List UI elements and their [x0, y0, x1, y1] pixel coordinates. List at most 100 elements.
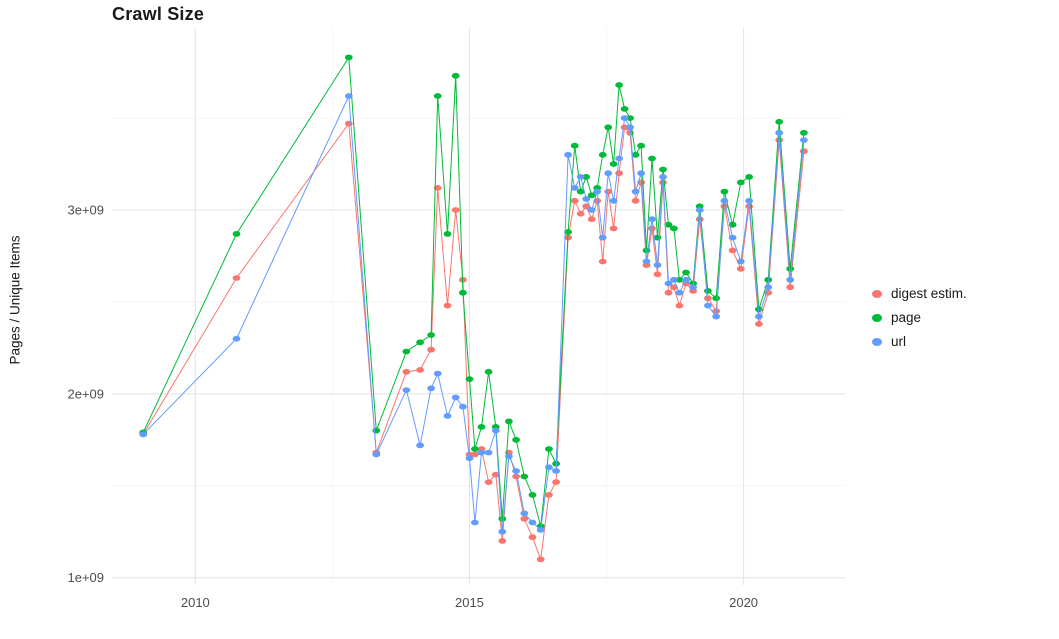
data-point [736, 179, 745, 186]
data-point [648, 225, 656, 232]
data-point [775, 129, 784, 136]
data-point [552, 479, 560, 485]
data-point [626, 124, 634, 131]
legend: digest estim. page url [872, 286, 967, 349]
legend-label-digest: digest estim. [891, 286, 967, 301]
data-point [528, 492, 537, 498]
data-point [775, 118, 784, 125]
data-point [704, 288, 712, 294]
data-point [443, 231, 452, 237]
data-point [505, 418, 513, 425]
legend-key-dot-url [872, 337, 882, 346]
data-point [459, 289, 467, 296]
data-point [477, 449, 486, 456]
data-point [664, 221, 673, 228]
data-point [786, 265, 795, 272]
legend-item-url: url [872, 334, 967, 349]
data-point [545, 492, 553, 498]
data-point [564, 229, 572, 235]
data-point [695, 216, 704, 223]
data-point [512, 473, 520, 480]
data-point [552, 468, 560, 474]
data-point [587, 192, 596, 199]
data-point [402, 387, 411, 393]
data-point [664, 289, 673, 296]
data-point [736, 258, 745, 265]
data-point [564, 151, 572, 158]
data-point [736, 265, 745, 272]
legend-item-page: page [872, 310, 967, 325]
data-point [484, 479, 493, 485]
data-point [484, 368, 493, 375]
data-point [712, 295, 721, 302]
data-point [545, 446, 553, 452]
data-point [372, 451, 381, 458]
data-point [786, 276, 795, 283]
series-line-url [142, 94, 805, 532]
data-point [689, 284, 697, 291]
data-point [755, 321, 763, 327]
data-point [570, 197, 579, 204]
data-point [712, 313, 721, 320]
data-point [604, 124, 613, 131]
data-point [615, 82, 623, 88]
data-point [598, 234, 607, 241]
data-point [631, 151, 640, 158]
data-point [372, 427, 381, 434]
data-point [477, 424, 486, 430]
data-point [670, 225, 678, 232]
data-point [695, 207, 704, 213]
data-point [402, 348, 411, 355]
data-point [704, 302, 712, 309]
data-point [626, 115, 634, 121]
data-point [653, 271, 662, 278]
data-point [402, 368, 411, 375]
chart-title: Crawl Size [112, 4, 205, 24]
data-point [728, 247, 737, 254]
legend-key-dot-page [872, 313, 882, 322]
data-point [609, 225, 618, 232]
data-point [427, 346, 435, 353]
data-point [648, 216, 656, 223]
data-point [682, 269, 690, 276]
data-point [598, 151, 607, 158]
data-point [582, 174, 591, 180]
data-point [659, 174, 667, 180]
legend-label-page: page [891, 310, 922, 325]
data-point [520, 473, 529, 480]
data-point [609, 197, 618, 204]
data-point [416, 339, 424, 346]
data-point [465, 376, 474, 382]
data-point [427, 332, 435, 338]
data-point [498, 528, 507, 535]
y-tick-label: 1e+09 [67, 570, 104, 585]
data-point [620, 115, 629, 121]
data-point [344, 93, 353, 99]
data-point [433, 370, 442, 377]
series-line-digest-estim- [142, 122, 805, 560]
data-point [427, 385, 435, 392]
legend-key-dot-digest [872, 289, 882, 298]
data-point [745, 174, 753, 180]
data-point [631, 197, 640, 204]
y-tick-label: 2e+09 [67, 386, 104, 401]
data-point [443, 302, 452, 309]
data-point [593, 188, 602, 195]
legend-label-url: url [891, 334, 907, 349]
data-point [637, 142, 645, 149]
data-point [536, 556, 545, 563]
data-point [484, 449, 493, 456]
data-point [704, 295, 712, 302]
data-point [675, 276, 684, 283]
x-tick-label: 2020 [729, 595, 758, 610]
data-point [587, 216, 596, 223]
data-point [800, 129, 808, 136]
data-point [576, 188, 585, 195]
data-point [800, 148, 808, 155]
data-point [800, 137, 808, 144]
data-point [675, 289, 684, 296]
data-point [786, 284, 795, 291]
data-point [443, 413, 452, 419]
data-point [451, 207, 460, 213]
